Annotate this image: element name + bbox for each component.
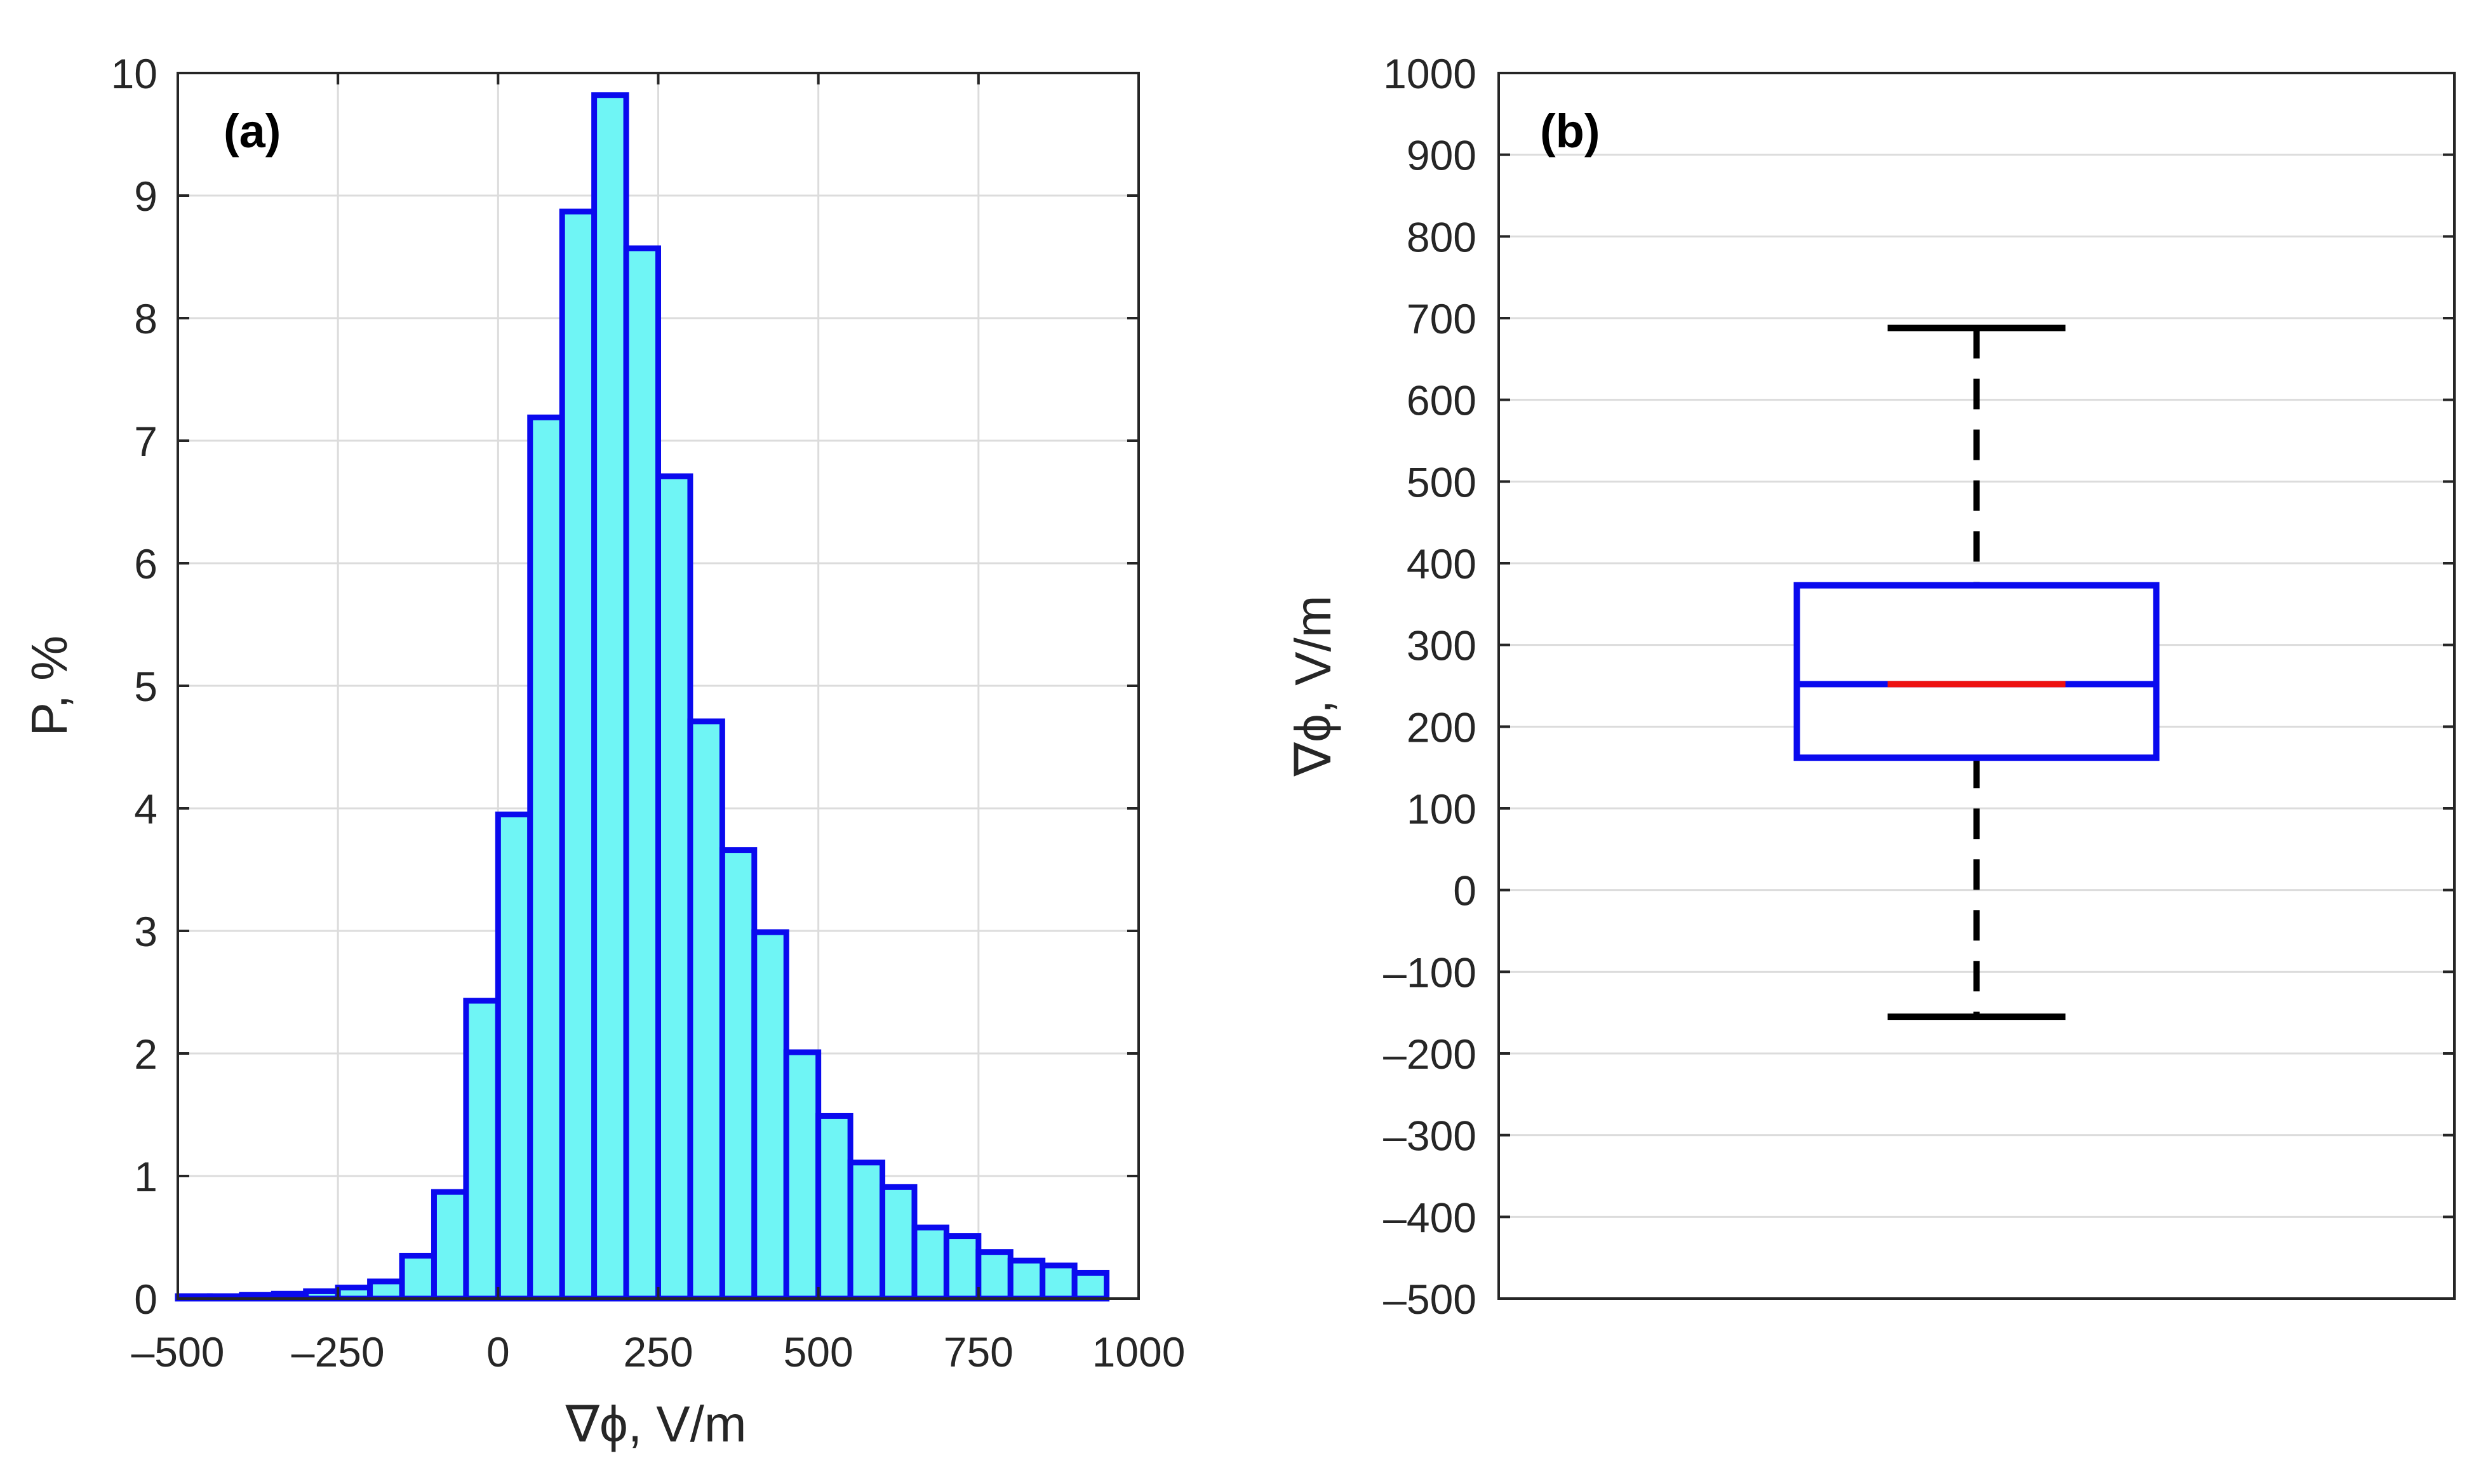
boxplot-y-tick-label: 200 — [1407, 704, 1476, 751]
boxplot-y-tick-label: 1000 — [1383, 50, 1476, 97]
histogram-y-axis-label: P, % — [21, 636, 77, 737]
histogram-panel-tag: (a) — [224, 105, 281, 157]
histogram-bar — [559, 208, 598, 1302]
boxplot-panel-tag: (b) — [1540, 105, 1600, 157]
histogram-y-tick-label: 6 — [134, 540, 157, 587]
histogram-bar — [1007, 1257, 1046, 1302]
boxplot-y-tick-label: 0 — [1453, 867, 1476, 914]
histogram-bar — [431, 1189, 469, 1302]
boxplot-y-tick-label: –400 — [1383, 1194, 1476, 1241]
histogram-y-tick-labels: 0 1 2 3 4 5 6 7 8 9 10 — [111, 50, 157, 1323]
histogram-bar — [463, 998, 501, 1302]
histogram-y-tick-label: 8 — [134, 295, 157, 342]
histogram-bar — [687, 718, 725, 1302]
histogram-bar — [1040, 1262, 1078, 1302]
histogram-bar — [527, 414, 565, 1302]
histogram-bar — [975, 1249, 1014, 1302]
boxplot-elements — [1793, 324, 2160, 1020]
histogram-y-tick-label: 2 — [134, 1031, 157, 1078]
histogram-y-tick-label: 3 — [134, 908, 157, 955]
histogram-bar — [495, 812, 533, 1302]
histogram-bars — [175, 92, 1110, 1302]
boxplot-y-tick-label: –100 — [1383, 949, 1476, 996]
boxplot-ticks — [1499, 72, 2454, 1300]
histogram-bar — [880, 1184, 918, 1302]
histogram-bar — [815, 1113, 853, 1302]
histogram-bar — [911, 1224, 949, 1302]
boxplot-y-tick-label: 400 — [1407, 540, 1476, 587]
histogram-y-tick-label: 5 — [134, 663, 157, 710]
histogram-x-tick-label: 250 — [623, 1328, 693, 1375]
histogram-x-tick-label: 750 — [944, 1328, 1014, 1375]
histogram-y-tick-label: 10 — [111, 50, 157, 97]
histogram-bar — [751, 929, 789, 1302]
histogram-x-tick-labels: –500 –250 0 250 500 750 1000 — [131, 1328, 1186, 1375]
histogram-x-tick-label: 500 — [784, 1328, 853, 1375]
boxplot-y-tick-label: 300 — [1407, 622, 1476, 669]
histogram-x-tick-label: 0 — [486, 1328, 510, 1375]
histogram-bar — [847, 1160, 886, 1302]
histogram-bar — [623, 245, 661, 1302]
histogram-y-tick-label: 1 — [134, 1153, 157, 1200]
histogram-x-tick-label: –250 — [291, 1328, 385, 1375]
boxplot-y-tick-labels: –500 –400 –300 –200 –100 0 100 200 300 400 500 600 7… — [1383, 50, 1476, 1323]
histogram-x-tick-label: –500 — [131, 1328, 225, 1375]
boxplot-y-tick-label: 500 — [1407, 458, 1476, 505]
histogram-bar — [1071, 1269, 1110, 1302]
histogram-bar — [719, 847, 758, 1302]
histogram-y-tick-label: 0 — [134, 1276, 157, 1323]
histogram-bar — [335, 1285, 373, 1302]
histogram-y-tick-label: 7 — [134, 418, 157, 465]
histogram-y-tick-label: 9 — [134, 173, 157, 220]
histogram-bar — [943, 1233, 982, 1302]
boxplot-y-tick-label: –200 — [1383, 1031, 1476, 1078]
histogram-ticks — [177, 72, 1140, 1300]
boxplot-y-tick-label: 700 — [1407, 295, 1476, 342]
boxplot-y-tick-label: 900 — [1407, 132, 1476, 179]
histogram-bar — [399, 1252, 437, 1302]
boxplot-y-tick-label: 100 — [1407, 785, 1476, 832]
boxplot-y-tick-label: –500 — [1383, 1276, 1476, 1323]
boxplot-y-axis-label: ∇ϕ, V/m — [1285, 596, 1341, 777]
histogram-x-tick-label: 1000 — [1092, 1328, 1186, 1375]
histogram-y-tick-label: 4 — [134, 785, 157, 832]
histogram-bar — [655, 473, 693, 1302]
histogram-bar — [783, 1049, 822, 1302]
boxplot-y-tick-label: 800 — [1407, 213, 1476, 260]
histogram-bar — [591, 92, 629, 1302]
histogram-panel: –500 –250 0 250 500 750 1000 0 1 2 3 4 5 6 7 8 9 10 ∇ϕ, … — [21, 50, 1185, 1452]
histogram-x-axis-label: ∇ϕ, V/m — [565, 1396, 747, 1452]
boxplot-y-tick-label: –300 — [1383, 1113, 1476, 1160]
boxplot-panel: –500 –400 –300 –200 –100 0 100 200 300 400 500 600 7… — [1285, 50, 2456, 1323]
boxplot-axes-frame — [1497, 72, 2456, 1300]
boxplot-y-tick-label: 600 — [1407, 377, 1476, 424]
histogram-bar — [367, 1278, 405, 1302]
interquartile-box — [1793, 582, 2160, 761]
